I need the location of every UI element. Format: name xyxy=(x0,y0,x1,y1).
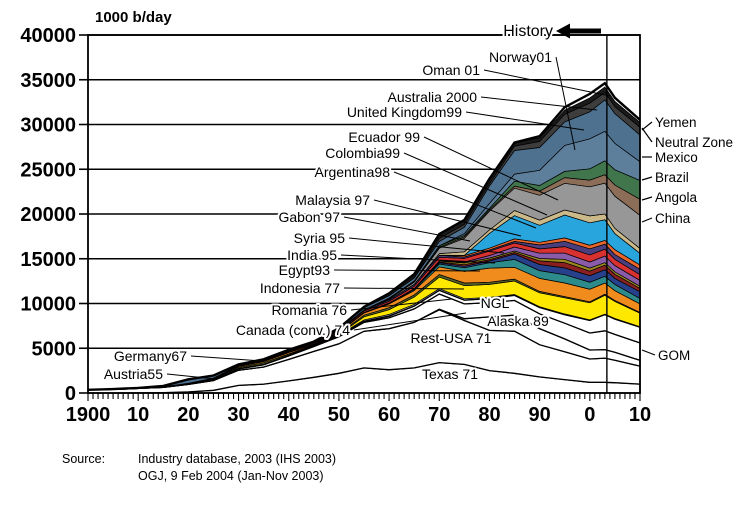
leader-line xyxy=(373,199,522,237)
country-label: Gabon 97 xyxy=(279,209,341,225)
leader-line xyxy=(641,127,653,143)
leader-line xyxy=(483,69,611,97)
country-label: Brazil xyxy=(655,170,689,185)
country-label: Egypt93 xyxy=(279,262,331,278)
country-label: Austria55 xyxy=(104,366,163,382)
leader-line xyxy=(190,355,263,362)
x-tick-label: 0 xyxy=(584,404,595,426)
leader-line xyxy=(641,176,653,181)
x-tick-label: 90 xyxy=(529,404,551,426)
y-tick-label: 40000 xyxy=(20,25,76,47)
x-tick-label: 60 xyxy=(378,404,400,426)
leader-line xyxy=(393,171,537,229)
country-label: Oman 01 xyxy=(422,62,480,78)
y-tick-label: 25000 xyxy=(20,159,76,181)
country-label: Australia 2000 xyxy=(387,89,477,105)
leader-line xyxy=(465,111,585,131)
x-tick-label: 40 xyxy=(278,404,300,426)
leader-line xyxy=(348,237,505,254)
leader-line xyxy=(166,373,217,380)
country-label: Norway01 xyxy=(489,49,552,65)
x-tick-label: 50 xyxy=(328,404,350,426)
leader-line xyxy=(403,152,548,216)
source-label: Source: xyxy=(62,452,106,466)
country-label: India 95 xyxy=(287,247,337,263)
country-label: United Kingdom99 xyxy=(347,104,462,120)
country-label: Argentina98 xyxy=(314,164,390,180)
leader-line xyxy=(641,217,653,223)
x-tick-label: 30 xyxy=(227,404,249,426)
country-label: Alaska 89 xyxy=(487,313,549,329)
leader-line xyxy=(343,287,465,290)
x-tick-label: 80 xyxy=(478,404,500,426)
history-label: History xyxy=(503,23,553,40)
leader-line xyxy=(353,312,467,331)
country-label: Canada (conv.) 74 xyxy=(236,322,350,338)
country-label: Yemen xyxy=(655,115,697,130)
x-tick-label: 10 xyxy=(127,404,149,426)
y-tick-label: 10000 xyxy=(20,294,76,316)
country-label: Romania 76 xyxy=(272,302,348,318)
y-tick-label: 5000 xyxy=(32,338,77,360)
x-tick-label: 20 xyxy=(177,404,199,426)
x-tick-label: 1900 xyxy=(66,404,111,426)
country-label: Mexico xyxy=(655,150,698,165)
total-production-line xyxy=(87,81,641,391)
y-tick-label: 0 xyxy=(65,383,76,405)
leader-line xyxy=(641,196,653,201)
country-label: Malaysia 97 xyxy=(295,192,370,208)
y-tick-label: 20000 xyxy=(20,204,76,226)
leader-line xyxy=(343,216,471,242)
country-label: Texas 71 xyxy=(422,366,478,382)
y-tick-label: 35000 xyxy=(20,70,76,92)
leader-line xyxy=(480,96,598,111)
country-label: China xyxy=(655,211,691,226)
leader-line xyxy=(423,136,559,201)
y-tick-label: 15000 xyxy=(20,249,76,271)
country-label: GOM xyxy=(658,348,690,363)
chart-title: 1000 b/day xyxy=(95,9,172,26)
country-label: Ecuador 99 xyxy=(348,129,420,145)
leader-line xyxy=(555,56,576,151)
y-tick-label: 30000 xyxy=(20,115,76,137)
x-tick-label: 70 xyxy=(428,404,450,426)
leader-line xyxy=(333,269,481,272)
history-arrow-icon xyxy=(556,23,601,39)
country-label: Rest-USA 71 xyxy=(411,330,492,346)
source-line-2: OGJ, 9 Feb 2004 (Jan-Nov 2003) xyxy=(138,469,324,483)
country-label: Neutral Zone xyxy=(655,135,733,150)
leader-line xyxy=(350,298,453,311)
country-label: Angola xyxy=(655,190,698,205)
source-line-1: Industry database, 2003 (IHS 2003) xyxy=(138,452,337,466)
x-tick-label: 10 xyxy=(629,404,651,426)
leader-line xyxy=(340,254,496,264)
country-label: Indonesia 77 xyxy=(260,280,340,296)
country-label: NGL xyxy=(481,295,510,311)
leader-line xyxy=(641,349,656,356)
country-label: Colombia99 xyxy=(325,145,400,161)
country-label: Syria 95 xyxy=(294,230,346,246)
country-label: Germany67 xyxy=(114,348,187,364)
leader-line xyxy=(641,121,653,131)
